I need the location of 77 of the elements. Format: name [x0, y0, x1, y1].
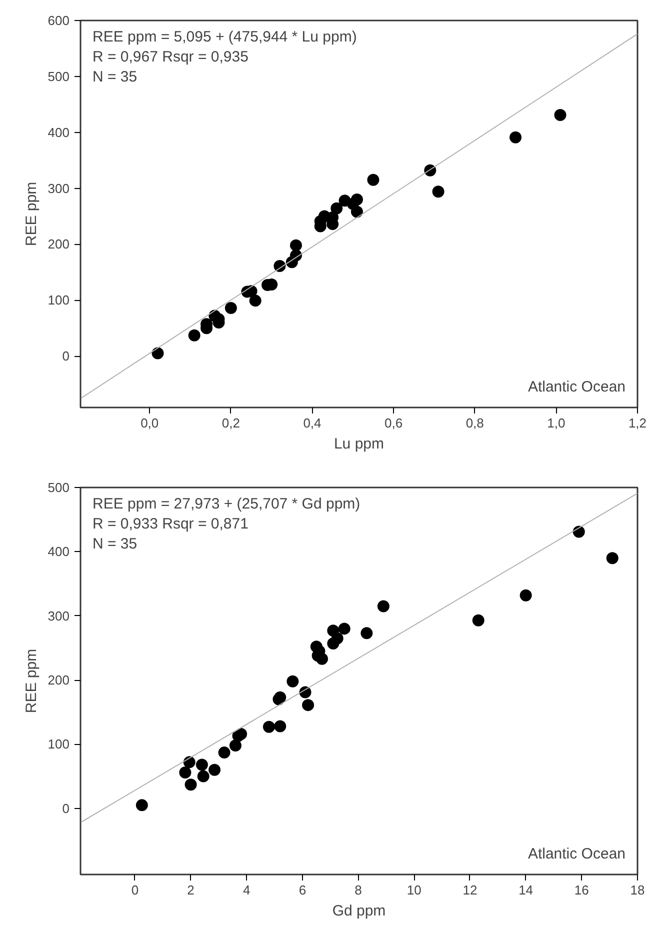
point [262, 720, 275, 733]
point [286, 675, 299, 688]
y-tick-label: 300 [48, 608, 70, 624]
x-axis-title: Lu ppm [334, 436, 384, 452]
x-tick-label: 0,0 [140, 416, 159, 430]
point [197, 770, 210, 782]
x-tick-label: 6 [298, 882, 306, 898]
x-tick-label: 0,2 [222, 416, 240, 430]
x-tick-label: 16 [574, 882, 589, 898]
point [235, 728, 248, 740]
point [196, 758, 208, 771]
point [249, 294, 262, 307]
y-tick-label: 0 [62, 348, 70, 364]
annotation: REE ppm = 27,973 + (25,707 * Gd ppm) [92, 496, 360, 512]
point [274, 720, 286, 732]
point [360, 627, 373, 640]
point [338, 622, 350, 635]
point [472, 614, 484, 626]
point [290, 239, 302, 252]
point [302, 699, 314, 712]
y-tick-label: 100 [48, 292, 70, 308]
x-tick-label: 18 [630, 882, 645, 898]
point [136, 799, 148, 812]
point [330, 202, 343, 214]
y-tick-label: 500 [48, 68, 70, 84]
point [188, 329, 200, 342]
x-tick-label: 4 [243, 882, 250, 898]
x-tick-label: 0,6 [384, 416, 403, 430]
x-tick-label: 0,8 [466, 416, 484, 430]
point [377, 600, 390, 612]
point [572, 526, 585, 538]
x-tick-label: 12 [462, 882, 478, 898]
x-tick-label: 10 [406, 882, 422, 898]
annotation: Atlantic Ocean [528, 846, 626, 862]
point [520, 589, 532, 602]
point [208, 764, 221, 776]
point [606, 552, 618, 564]
point [179, 766, 192, 778]
y-axis-title: REE ppm [22, 648, 40, 714]
y-tick-label: 0 [62, 800, 70, 816]
y-tick-label: 600 [48, 13, 70, 28]
point [316, 652, 328, 665]
y-tick-label: 100 [48, 736, 70, 752]
x-tick-label: 8 [354, 882, 362, 898]
x-tick-label: 14 [518, 882, 534, 898]
x-tick-label: 1,2 [628, 416, 647, 430]
point [554, 109, 566, 121]
y-tick-label: 300 [48, 180, 70, 196]
annotation: REE ppm = 5,095 + (475,944 * Lu ppm) [92, 28, 357, 46]
x-tick-label: 2 [187, 882, 194, 898]
y-axis-title: REE ppm [22, 182, 40, 246]
x-tick-label: 0 [131, 882, 139, 898]
point [350, 206, 363, 218]
point [331, 632, 344, 644]
annotation: N = 35 [92, 536, 138, 552]
point [510, 131, 522, 144]
point [229, 740, 242, 752]
point [183, 756, 196, 768]
y-tick-label: 400 [48, 124, 70, 140]
point [218, 746, 230, 759]
annotation: N = 35 [92, 68, 138, 86]
point [184, 778, 197, 791]
point [224, 302, 237, 314]
y-tick-label: 500 [48, 480, 70, 495]
x-axis-title: Gd ppm [332, 902, 386, 920]
annotation: Atlantic Ocean [528, 378, 626, 396]
point [152, 347, 164, 360]
point [350, 193, 363, 206]
y-tick-label: 200 [48, 236, 70, 252]
annotation: R = 0,933 Rsqr = 0,871 [92, 516, 248, 532]
x-tick-label: 1,0 [547, 416, 566, 430]
y-tick-label: 200 [48, 672, 70, 688]
x-tick-label: 0,4 [303, 416, 322, 430]
annotation: R = 0,967 Rsqr = 0,935 [92, 48, 248, 66]
point [367, 174, 380, 186]
y-tick-label: 400 [48, 544, 70, 560]
point [432, 186, 444, 198]
